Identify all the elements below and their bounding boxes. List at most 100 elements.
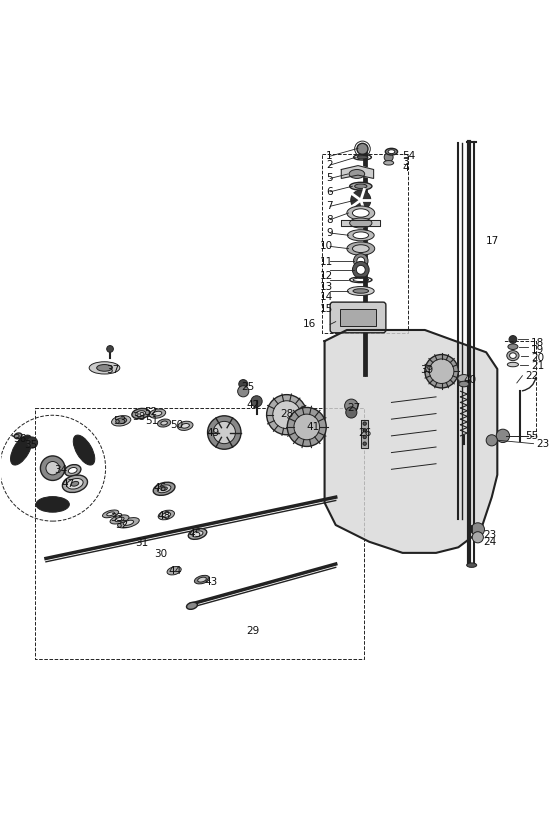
Text: 21: 21	[531, 361, 544, 370]
Ellipse shape	[71, 481, 79, 486]
Text: 47: 47	[62, 479, 75, 489]
Circle shape	[363, 435, 366, 439]
Text: 34: 34	[54, 465, 68, 476]
Ellipse shape	[111, 415, 131, 426]
Text: 14: 14	[320, 291, 333, 302]
Ellipse shape	[162, 512, 171, 517]
Ellipse shape	[507, 362, 519, 366]
Circle shape	[353, 254, 368, 268]
Text: 3: 3	[403, 157, 409, 166]
Ellipse shape	[466, 563, 477, 567]
Ellipse shape	[354, 184, 367, 188]
Ellipse shape	[67, 478, 83, 489]
Ellipse shape	[459, 381, 469, 387]
Circle shape	[509, 335, 517, 344]
Text: 7: 7	[326, 202, 333, 211]
Text: 31: 31	[135, 538, 148, 548]
Text: 6: 6	[326, 187, 333, 197]
Ellipse shape	[181, 424, 189, 428]
Ellipse shape	[384, 161, 394, 165]
Polygon shape	[341, 166, 374, 179]
Text: 1: 1	[326, 151, 333, 161]
Text: 29: 29	[246, 626, 260, 636]
Text: 16: 16	[303, 319, 316, 330]
Circle shape	[357, 257, 365, 265]
Bar	[340, 309, 376, 326]
Circle shape	[251, 396, 262, 407]
Ellipse shape	[157, 419, 171, 427]
Text: 17: 17	[486, 236, 500, 246]
Ellipse shape	[115, 517, 124, 521]
Circle shape	[237, 386, 249, 397]
Ellipse shape	[510, 353, 516, 358]
FancyBboxPatch shape	[330, 302, 386, 333]
Ellipse shape	[508, 344, 518, 349]
Ellipse shape	[178, 421, 193, 430]
Text: 4: 4	[403, 163, 409, 173]
Ellipse shape	[507, 351, 519, 361]
Text: 15: 15	[320, 304, 333, 314]
Text: 51: 51	[145, 416, 158, 427]
Circle shape	[346, 407, 357, 418]
Ellipse shape	[153, 482, 175, 495]
Text: 38: 38	[132, 412, 146, 422]
Text: 12: 12	[320, 272, 333, 282]
Ellipse shape	[388, 149, 395, 153]
Text: 45: 45	[188, 529, 201, 539]
Text: 24: 24	[483, 537, 497, 547]
Text: 53: 53	[113, 416, 126, 427]
Ellipse shape	[14, 433, 22, 439]
Circle shape	[26, 437, 38, 448]
Text: 40: 40	[464, 375, 477, 385]
Ellipse shape	[192, 531, 203, 537]
Ellipse shape	[347, 229, 374, 241]
Ellipse shape	[118, 517, 139, 528]
Text: 23: 23	[483, 530, 497, 540]
Circle shape	[356, 265, 365, 274]
Text: 52: 52	[144, 407, 157, 418]
Ellipse shape	[89, 361, 120, 374]
Text: 32: 32	[115, 520, 129, 530]
Circle shape	[287, 407, 326, 446]
Circle shape	[352, 261, 369, 278]
Circle shape	[40, 456, 65, 481]
Ellipse shape	[68, 468, 77, 473]
Ellipse shape	[136, 410, 146, 416]
Circle shape	[213, 421, 235, 444]
Text: 39: 39	[421, 365, 433, 375]
Ellipse shape	[107, 512, 114, 516]
Ellipse shape	[353, 232, 368, 238]
Text: 23: 23	[536, 439, 549, 449]
Ellipse shape	[161, 487, 167, 490]
Circle shape	[344, 399, 358, 412]
Ellipse shape	[158, 510, 175, 520]
Ellipse shape	[73, 435, 95, 465]
Text: 44: 44	[169, 565, 182, 576]
Ellipse shape	[97, 365, 112, 371]
Text: 2: 2	[326, 160, 333, 170]
Text: 9: 9	[326, 228, 333, 238]
Polygon shape	[341, 220, 380, 226]
Text: 19: 19	[531, 345, 544, 355]
Text: 26: 26	[358, 428, 371, 437]
Ellipse shape	[167, 566, 181, 575]
Ellipse shape	[349, 218, 372, 228]
Ellipse shape	[347, 206, 375, 220]
Text: 55: 55	[525, 431, 538, 441]
Polygon shape	[325, 330, 497, 553]
Ellipse shape	[349, 170, 365, 179]
Ellipse shape	[458, 375, 470, 383]
Ellipse shape	[347, 242, 375, 255]
Circle shape	[363, 428, 366, 432]
Circle shape	[430, 359, 454, 384]
Ellipse shape	[149, 409, 166, 418]
Circle shape	[471, 523, 484, 536]
Circle shape	[472, 532, 483, 543]
Ellipse shape	[153, 411, 162, 416]
Text: 22: 22	[525, 370, 538, 381]
Circle shape	[294, 415, 320, 440]
Ellipse shape	[186, 602, 198, 610]
Text: 28: 28	[280, 409, 293, 419]
Circle shape	[363, 422, 366, 425]
Circle shape	[107, 346, 113, 353]
